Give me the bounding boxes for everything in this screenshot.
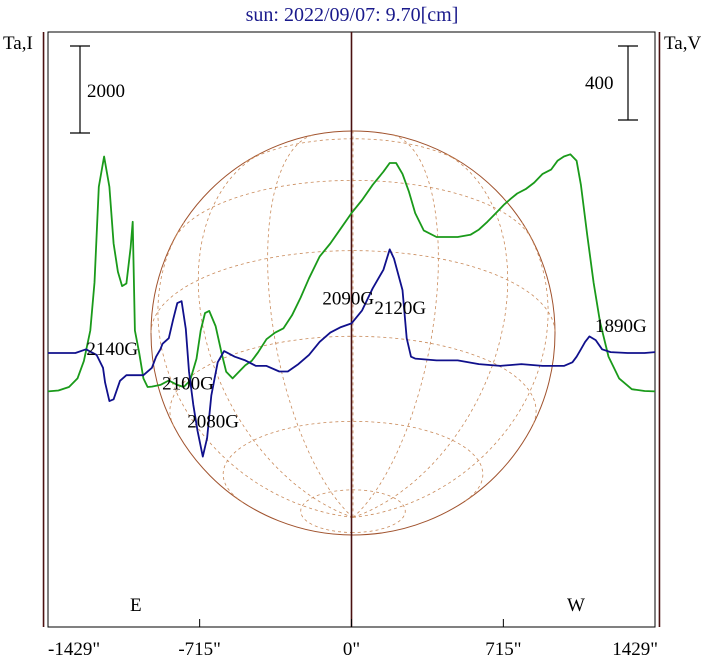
disk-parallel	[169, 335, 537, 427]
limb-lines	[42, 32, 661, 627]
series-layer	[47, 153, 656, 458]
polarization-scale-label: 400	[585, 73, 614, 94]
x-tick-label: -1429"	[48, 639, 100, 660]
x-tick-label: -715"	[178, 639, 221, 660]
chart-title: sun: 2022/09/07: 9.70[cm]	[246, 4, 459, 26]
disk-parallel	[175, 180, 531, 238]
left-axis-label: Ta,I	[3, 33, 33, 54]
series-line-V	[48, 248, 656, 458]
field-annotation: 2100G	[162, 373, 214, 394]
field-annotation: 2080G	[187, 411, 239, 432]
disk-meridian	[157, 222, 354, 518]
right-axis-label: Ta,V	[664, 33, 701, 54]
solar-disk-grid	[150, 130, 556, 536]
disk-parallel	[150, 250, 556, 334]
disk-meridian	[197, 152, 354, 518]
field-annotation: 2090G	[322, 289, 374, 310]
field-annotation: 1890G	[595, 316, 647, 337]
annotation-layer: 2140G 2080G 2090G 1890G 2100G 2120G	[86, 289, 647, 433]
disk-meridian	[352, 152, 509, 518]
x-axis-ticks: -1429" -715" 0" 715" 1429"	[47, 619, 658, 660]
east-limb-label: E	[130, 595, 142, 616]
series-line-I	[47, 153, 656, 393]
field-annotation: 2140G	[86, 339, 138, 360]
polarization-scale-bar: 400	[585, 45, 638, 121]
x-tick-label: 1429"	[612, 639, 658, 660]
disk-meridian	[352, 222, 549, 518]
field-annotation: 2120G	[374, 298, 426, 319]
x-tick-label: 0"	[343, 639, 360, 660]
disk-parallel	[222, 420, 484, 503]
disk-parallel	[245, 138, 461, 163]
x-tick-label: 715"	[485, 639, 521, 660]
disk-meridian	[352, 134, 439, 518]
disk-meridian	[267, 134, 354, 518]
intensity-scale-label: 2000	[87, 81, 125, 102]
west-limb-label: W	[567, 595, 585, 616]
intensity-scale-bar: 2000	[70, 45, 125, 134]
disk-parallel	[300, 489, 406, 533]
